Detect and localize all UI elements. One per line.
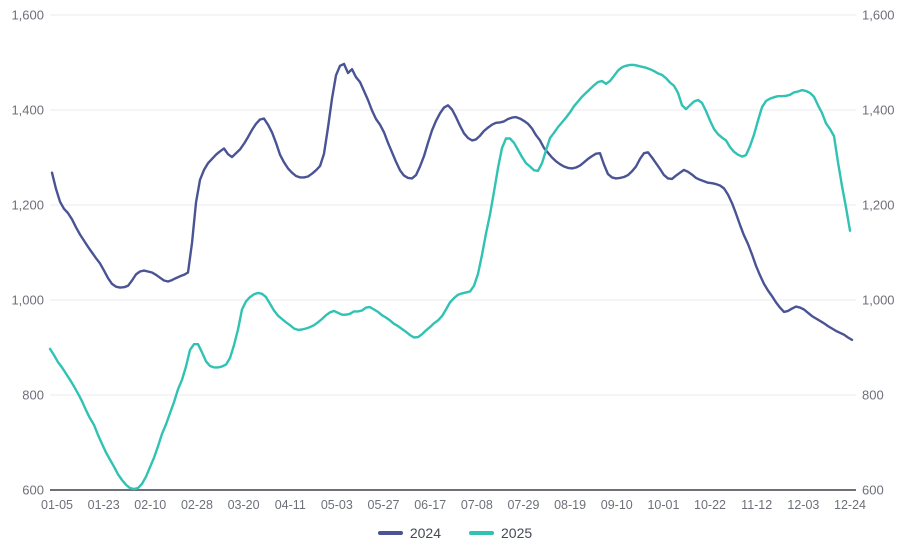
x-axis-label: 03-20 bbox=[228, 498, 260, 512]
chart-legend: 2024 2025 bbox=[0, 522, 910, 544]
y-axis-label-left: 1,200 bbox=[11, 198, 44, 213]
y-axis-label-left: 800 bbox=[22, 388, 44, 403]
legend-label: 2025 bbox=[501, 525, 533, 541]
x-axis-label: 07-29 bbox=[507, 498, 539, 512]
y-axis-label-right: 1,400 bbox=[862, 103, 895, 118]
y-axis-label-right: 1,600 bbox=[862, 8, 895, 23]
x-axis-label: 12-24 bbox=[834, 498, 866, 512]
x-axis-label: 09-10 bbox=[601, 498, 633, 512]
y-axis-label-right: 600 bbox=[862, 483, 884, 498]
x-axis-label: 06-17 bbox=[414, 498, 446, 512]
legend-item-2025[interactable]: 2025 bbox=[469, 526, 532, 540]
y-axis-label-left: 600 bbox=[22, 483, 44, 498]
series-line-2025 bbox=[48, 63, 852, 491]
legend-label: 2024 bbox=[409, 525, 441, 541]
series-line-2024 bbox=[50, 62, 854, 342]
x-axis-label: 10-01 bbox=[647, 498, 679, 512]
x-axis-label: 07-08 bbox=[461, 498, 493, 512]
y-axis-label-right: 800 bbox=[862, 388, 884, 403]
y-axis-label-left: 1,000 bbox=[11, 293, 44, 308]
y-axis-label-right: 1,200 bbox=[862, 198, 895, 213]
x-axis-label: 08-19 bbox=[554, 498, 586, 512]
x-axis-label: 02-10 bbox=[134, 498, 166, 512]
x-axis-label: 10-22 bbox=[694, 498, 726, 512]
x-axis-label: 01-23 bbox=[88, 498, 120, 512]
legend-line-icon bbox=[377, 531, 403, 535]
x-axis-label: 04-11 bbox=[275, 498, 306, 512]
x-axis-label: 01-05 bbox=[41, 498, 73, 512]
x-axis-label: 05-03 bbox=[321, 498, 353, 512]
y-axis-label-left: 1,600 bbox=[11, 8, 44, 23]
x-axis-label: 05-27 bbox=[368, 498, 400, 512]
legend-item-2024[interactable]: 2024 bbox=[377, 525, 441, 541]
y-axis-label-left: 1,400 bbox=[11, 103, 44, 118]
x-axis-label: 12-03 bbox=[787, 498, 819, 512]
y-axis-label-right: 1,000 bbox=[862, 293, 895, 308]
x-axis-label: 02-28 bbox=[181, 498, 213, 512]
legend-line-icon bbox=[469, 531, 494, 535]
x-axis-label: 11-12 bbox=[741, 498, 772, 512]
